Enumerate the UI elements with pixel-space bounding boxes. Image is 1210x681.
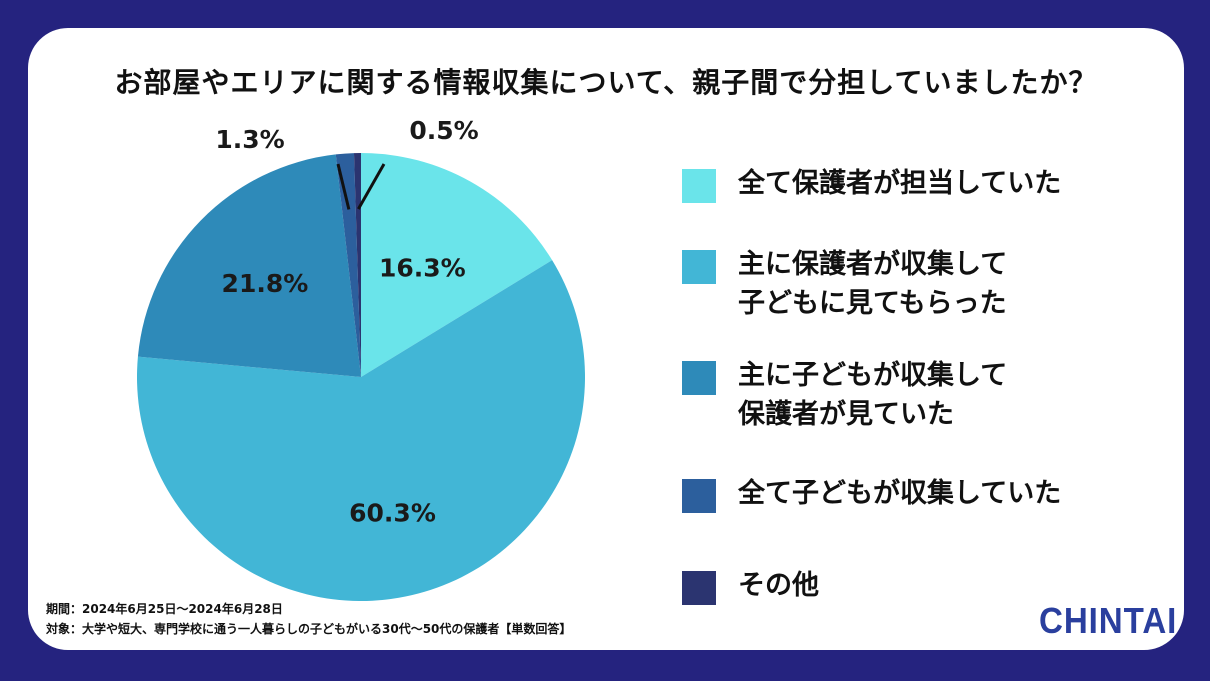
leader-line-3 [336,163,351,210]
slice-label-3: 1.3% [215,125,284,154]
legend-item-2: 主に子どもが収集して 保護者が見ていた [682,356,1158,434]
legend-item-3: 全て子どもが収集していた [682,474,1158,513]
legend-item-1: 主に保護者が収集して 子どもに見てもらった [682,245,1158,323]
survey-period: 期間：2024年6月25日～2024年6月28日 [46,602,283,616]
chart-title: お部屋やエリアに関する情報収集について、親子間で分担していましたか？ [114,66,1098,99]
legend-swatch-3 [682,479,716,513]
slice-label-1: 60.3% [349,498,436,527]
pie-slice-2 [137,154,361,377]
slice-label-2: 21.8% [222,269,309,298]
slice-label-4: 0.5% [409,116,478,145]
pie-chart: 16.3% 60.3% 21.8% 1.3% 0.5% [137,116,585,601]
leader-line-4 [357,163,386,210]
pie-slice-0 [361,153,553,377]
legend-label-3: 全て子どもが収集していた [738,478,1062,509]
legend-label-2: 主に子どもが収集して 保護者が見ていた [738,360,1008,430]
legend-label-1: 主に保護者が収集して 子どもに見てもらった [738,249,1008,319]
legend-swatch-4 [682,571,716,605]
chart-card: お部屋やエリアに関する情報収集について、親子間で分担していましたか？ 16.3%… [28,28,1184,650]
chintai-logo: CHINTAI [1039,600,1178,641]
survey-target: 対象：大学や短大、専門学校に通う一人暮らしの子どもがいる30代～50代の保護者【… [46,622,572,636]
legend-swatch-0 [682,169,716,203]
slice-label-0: 16.3% [379,254,466,283]
legend-swatch-2 [682,361,716,395]
legend-item-4: その他 [682,566,1158,605]
legend-label-0: 全て保護者が担当していた [738,168,1062,199]
pie-slice-1 [137,260,585,601]
legend-swatch-1 [682,250,716,284]
legend-label-4: その他 [738,570,819,601]
legend-item-0: 全て保護者が担当していた [682,164,1158,203]
pie-slice-3 [335,153,361,377]
